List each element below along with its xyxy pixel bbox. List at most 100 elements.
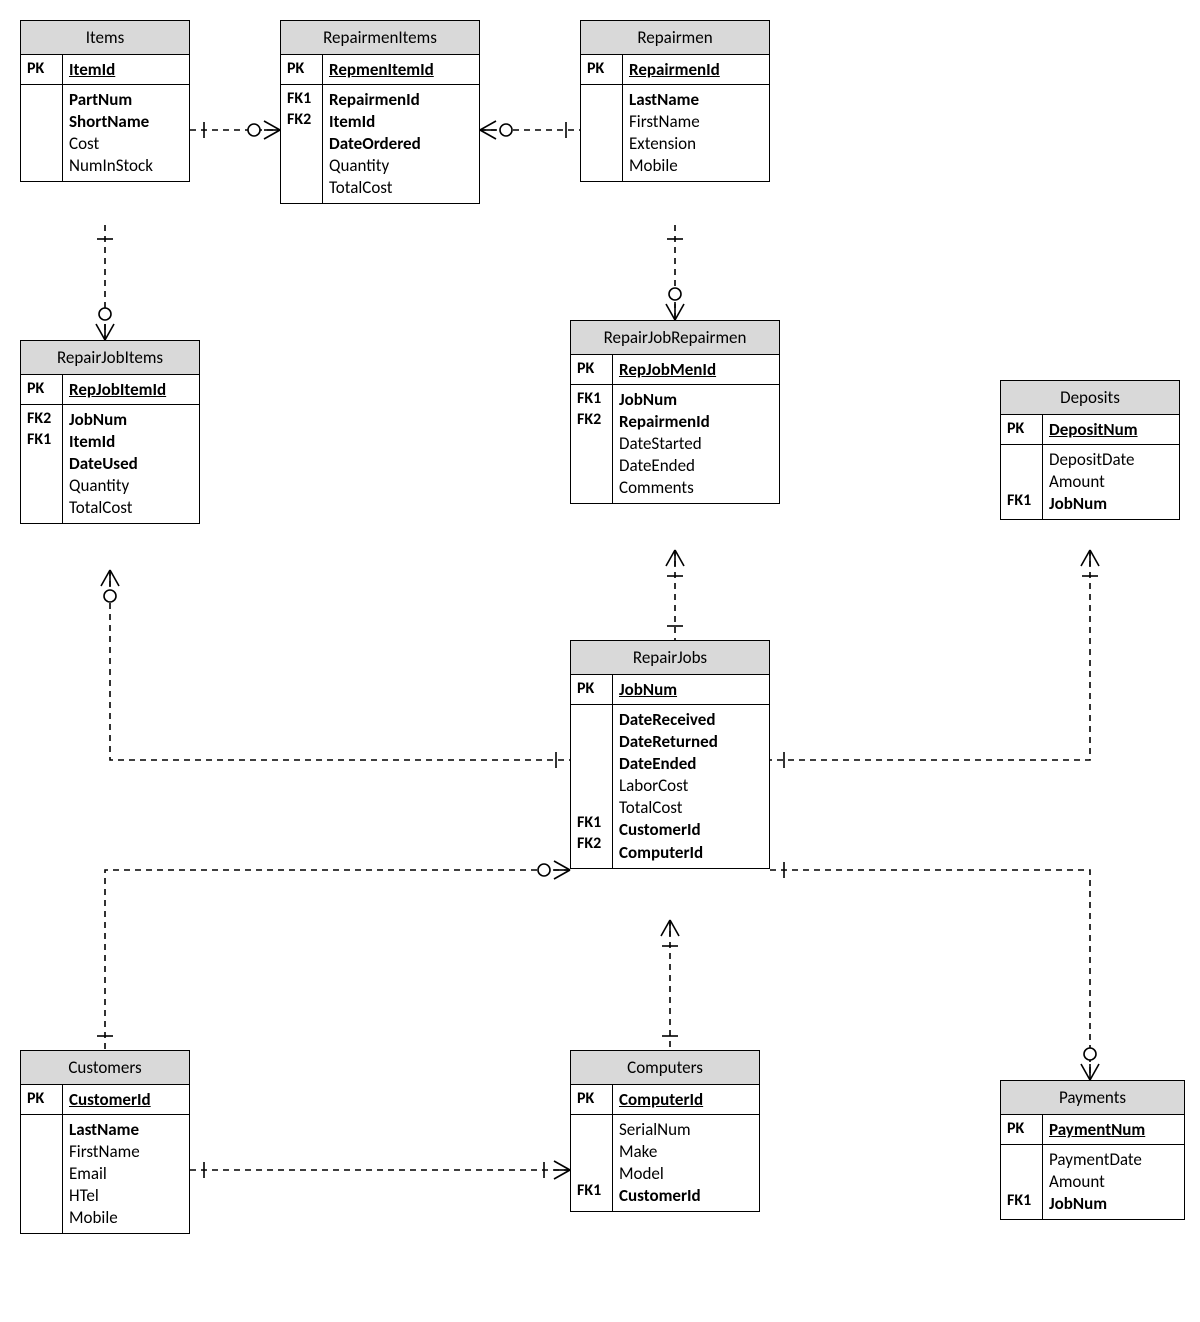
attr-key — [27, 1119, 58, 1140]
attr-name: ShortName — [69, 111, 183, 133]
entity-repairmen: RepairmenPKRepairmenId LastNameFirstName… — [580, 20, 770, 182]
attr-name: Model — [619, 1163, 753, 1185]
pk-label: PK — [1001, 1115, 1043, 1144]
entity-title: Items — [21, 21, 189, 55]
attr-key — [577, 472, 608, 493]
pk-field: ComputerId — [613, 1085, 759, 1114]
attr-name: HTel — [69, 1185, 183, 1207]
attr-name: JobNum — [69, 409, 193, 431]
attr-name: Comments — [619, 477, 773, 499]
attr-key — [27, 451, 58, 472]
attr-key — [27, 110, 58, 131]
attr-row: FK1FK2 RepairmenIdItemIdDateOrderedQuant… — [281, 85, 479, 203]
attr-key — [587, 89, 618, 110]
attr-name: RepairmenId — [329, 89, 473, 111]
entity-title: Deposits — [1001, 381, 1179, 415]
entity-title: RepairJobs — [571, 641, 769, 675]
attr-key — [577, 1140, 608, 1161]
crowfoot-oneOrMany — [666, 550, 684, 576]
pk-label: PK — [571, 675, 613, 704]
attr-key — [287, 172, 318, 193]
attr-keys: FK1 — [1001, 1145, 1043, 1219]
attr-key — [27, 151, 58, 172]
pk-field: RepJobItemId — [63, 375, 199, 404]
attr-name: Quantity — [329, 155, 473, 177]
attr-name: FirstName — [629, 111, 763, 133]
attr-key — [27, 1202, 58, 1223]
attr-name: Amount — [1049, 1171, 1178, 1193]
attr-name: JobNum — [1049, 493, 1173, 515]
pk-label: PK — [581, 55, 623, 84]
entity-repairJobRepairmen: RepairJobRepairmenPKRepJobMenIdFK1FK2 Jo… — [570, 320, 780, 504]
attr-key — [577, 431, 608, 452]
entity-deposits: DepositsPKDepositNum FK1DepositDateAmoun… — [1000, 380, 1180, 520]
pk-field: RepairmenId — [623, 55, 769, 84]
attr-values: LastNameFirstNameEmailHTelMobile — [63, 1115, 189, 1233]
attr-name: PartNum — [69, 89, 183, 111]
pk-label: PK — [571, 355, 613, 384]
attr-values: DateReceivedDateReturnedDateEndedLaborCo… — [613, 705, 769, 868]
attr-key: FK2 — [577, 834, 608, 855]
attr-name: ItemId — [329, 111, 473, 133]
attr-name: Email — [69, 1163, 183, 1185]
attr-key — [577, 709, 608, 730]
entity-customers: CustomersPKCustomerId LastNameFirstNameE… — [20, 1050, 190, 1234]
pk-row: PKDepositNum — [1001, 415, 1179, 445]
attr-name: JobNum — [619, 389, 773, 411]
pk-field: ItemId — [63, 55, 189, 84]
entity-title: Customers — [21, 1051, 189, 1085]
attr-key — [577, 1119, 608, 1140]
pk-label: PK — [21, 55, 63, 84]
attr-key — [27, 89, 58, 110]
attr-values: RepairmenIdItemIdDateOrderedQuantityTota… — [323, 85, 479, 203]
attr-key — [27, 492, 58, 513]
attr-name: LastName — [69, 1119, 183, 1141]
attr-name: Amount — [1049, 471, 1173, 493]
entity-title: RepairJobItems — [21, 341, 199, 375]
attr-key — [27, 1161, 58, 1182]
attr-keys: FK1FK2 — [571, 705, 613, 868]
attr-name: DateReturned — [619, 731, 763, 753]
attr-row: LastNameFirstNameExtensionMobile — [581, 85, 769, 181]
attr-key — [27, 131, 58, 152]
crowfoot-oneOrMany — [544, 1161, 570, 1179]
attr-key — [287, 131, 318, 152]
er-diagram-canvas: ItemsPKItemId PartNumShortNameCostNumInS… — [0, 0, 1200, 1322]
attr-row: FK2FK1 JobNumItemIdDateUsedQuantityTotal… — [21, 405, 199, 523]
pk-field: DepositNum — [1043, 415, 1179, 444]
attr-name: LastName — [629, 89, 763, 111]
entity-title: RepairmenItems — [281, 21, 479, 55]
attr-name: DateStarted — [619, 433, 773, 455]
attr-name: FirstName — [69, 1141, 183, 1163]
pk-row: PKRepmenItemId — [281, 55, 479, 85]
attr-key — [577, 751, 608, 772]
edge-repairJobs-customers — [105, 870, 570, 1050]
attr-key: FK1 — [27, 430, 58, 451]
attr-keys: FK2FK1 — [21, 405, 63, 523]
crowfoot-zeroOrMany — [538, 861, 570, 879]
entity-repairJobItems: RepairJobItemsPKRepJobItemIdFK2FK1 JobNu… — [20, 340, 200, 524]
pk-row: PKRepJobItemId — [21, 375, 199, 405]
attr-values: DepositDateAmountJobNum — [1043, 445, 1179, 519]
entity-title: Computers — [571, 1051, 759, 1085]
attr-name: ComputerId — [619, 842, 763, 864]
entity-items: ItemsPKItemId PartNumShortNameCostNumInS… — [20, 20, 190, 182]
attr-values: PaymentDateAmountJobNum — [1043, 1145, 1184, 1219]
attr-key: FK1 — [1007, 1191, 1038, 1212]
crowfoot-zeroOrMany — [480, 121, 512, 139]
pk-row: PKPaymentNum — [1001, 1115, 1184, 1145]
attr-key — [27, 1181, 58, 1202]
attr-name: RepairmenId — [619, 411, 773, 433]
attr-keys: FK1 — [1001, 445, 1043, 519]
attr-key: FK1 — [577, 389, 608, 410]
attr-row: FK1PaymentDateAmountJobNum — [1001, 1145, 1184, 1219]
attr-name: DateEnded — [619, 455, 773, 477]
pk-row: PKRepJobMenId — [571, 355, 779, 385]
attr-key — [587, 110, 618, 131]
attr-name: DateOrdered — [329, 133, 473, 155]
pk-row: PKJobNum — [571, 675, 769, 705]
attr-name: Quantity — [69, 475, 193, 497]
attr-row: FK1SerialNumMakeModelCustomerId — [571, 1115, 759, 1211]
attr-name: Make — [619, 1141, 753, 1163]
attr-name: CustomerId — [619, 819, 763, 841]
